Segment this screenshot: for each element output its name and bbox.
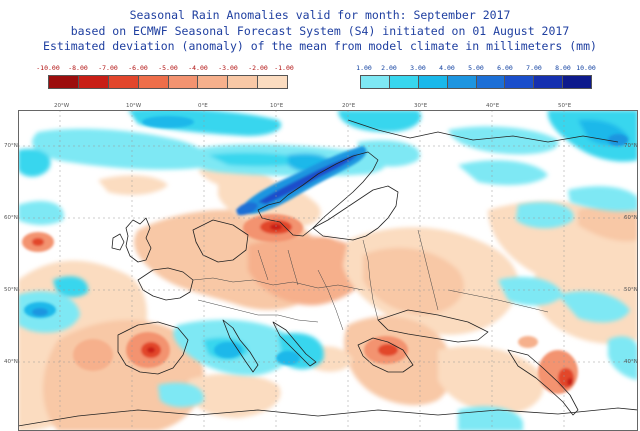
wet-legend-label: 6.00 bbox=[497, 64, 513, 72]
wet-color-swatch bbox=[361, 76, 390, 88]
wet-anomaly-cores bbox=[24, 116, 628, 365]
wet-legend-label: 2.00 bbox=[381, 64, 397, 72]
coastlines bbox=[18, 119, 638, 427]
wet-anomaly-legend: 1.00 2.00 3.00 4.00 5.00 6.00 7.00 8.00 … bbox=[356, 64, 596, 90]
rain-anomaly-map bbox=[18, 110, 638, 431]
lon-label: 30°E bbox=[414, 103, 428, 109]
dry-color-swatch bbox=[258, 76, 287, 88]
map-svg bbox=[18, 110, 638, 431]
lon-label: 20°W bbox=[54, 103, 70, 109]
lon-label: 10°E bbox=[270, 103, 284, 109]
dry-anomaly-cores bbox=[22, 214, 578, 394]
dry-legend-label: -6.00 bbox=[128, 64, 148, 72]
dry-legend-label: -1.00 bbox=[274, 64, 294, 72]
dry-legend-label: -4.00 bbox=[188, 64, 208, 72]
dry-color-swatch bbox=[49, 76, 79, 88]
dry-color-swatch bbox=[138, 76, 169, 88]
title-line-2: based on ECMWF Seasonal Forecast System … bbox=[70, 23, 570, 38]
dry-legend-label: -10.00 bbox=[36, 64, 60, 72]
lon-label: 40°E bbox=[486, 103, 500, 109]
lon-label: 0°E bbox=[198, 103, 208, 109]
wet-color-swatch bbox=[534, 76, 564, 88]
wet-color-swatch bbox=[476, 76, 506, 88]
chart-titles: Seasonal Rain Anomalies valid for month:… bbox=[0, 8, 640, 55]
scandinavia-wet-band bbox=[236, 146, 367, 216]
wet-color-swatch bbox=[418, 76, 448, 88]
dry-legend-label: -2.00 bbox=[248, 64, 268, 72]
wet-legend-label: 1.00 bbox=[356, 64, 372, 72]
wet-color-swatch bbox=[447, 76, 477, 88]
lon-label: 20°E bbox=[342, 103, 356, 109]
dry-legend-label: -3.00 bbox=[218, 64, 238, 72]
lat-label: 60°N bbox=[4, 215, 18, 221]
dry-anomaly-legend: -10.00 -8.00 -7.00 -6.00 -5.00 -4.00 -3.… bbox=[36, 64, 294, 90]
lat-label: 70°N bbox=[4, 143, 18, 149]
lat-label: 40°N bbox=[4, 359, 18, 365]
wet-color-swatch bbox=[389, 76, 419, 88]
wet-legend-label: 5.00 bbox=[468, 64, 484, 72]
graticule bbox=[18, 110, 638, 431]
title-line-3: Estimated deviation (anomaly) of the mea… bbox=[43, 39, 597, 53]
title-line-1: Seasonal Rain Anomalies valid for month:… bbox=[129, 8, 511, 22]
dry-color-swatch bbox=[168, 76, 199, 88]
dry-color-bar bbox=[48, 75, 288, 89]
dry-color-swatch bbox=[228, 76, 259, 88]
dry-legend-label: -5.00 bbox=[158, 64, 178, 72]
wet-legend-label: 4.00 bbox=[439, 64, 455, 72]
wet-color-swatch bbox=[563, 76, 591, 88]
lon-label: 10°W bbox=[126, 103, 142, 109]
wet-legend-label: 10.00 bbox=[576, 64, 596, 72]
lat-label: 50°N bbox=[4, 287, 18, 293]
dry-legend-label: -8.00 bbox=[68, 64, 88, 72]
dry-color-swatch bbox=[198, 76, 229, 88]
wet-color-bar bbox=[360, 75, 592, 89]
dry-color-swatch bbox=[108, 76, 139, 88]
wet-legend-label: 3.00 bbox=[410, 64, 426, 72]
dry-color-swatch bbox=[78, 76, 109, 88]
wet-legend-label: 8.00 bbox=[555, 64, 571, 72]
dry-legend-label: -7.00 bbox=[98, 64, 118, 72]
country-borders bbox=[192, 229, 549, 331]
wet-legend-label: 7.00 bbox=[526, 64, 542, 72]
wet-color-swatch bbox=[505, 76, 535, 88]
lon-label: 50°E bbox=[558, 103, 572, 109]
